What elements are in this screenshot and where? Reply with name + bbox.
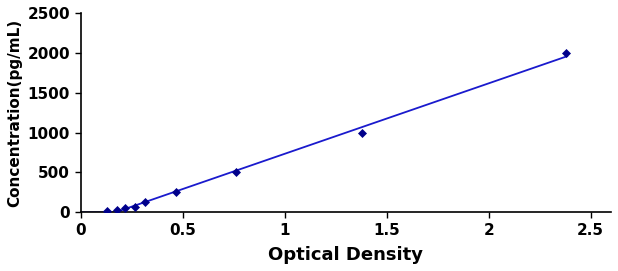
Y-axis label: Concentration(pg/mL): Concentration(pg/mL) <box>7 18 22 207</box>
X-axis label: Optical Density: Optical Density <box>268 246 423 264</box>
